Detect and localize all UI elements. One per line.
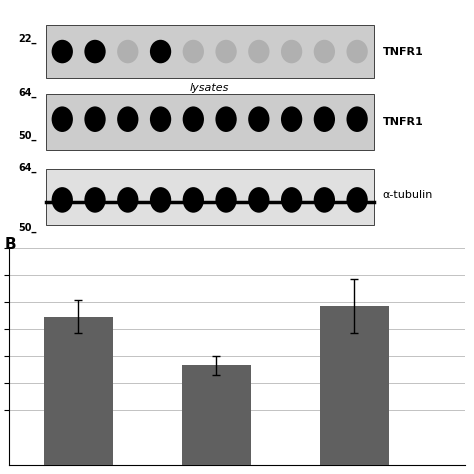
Ellipse shape [182, 106, 204, 132]
Ellipse shape [150, 40, 171, 64]
Ellipse shape [281, 106, 302, 132]
Ellipse shape [248, 187, 270, 213]
Ellipse shape [84, 106, 106, 132]
Ellipse shape [182, 40, 204, 64]
Ellipse shape [346, 106, 368, 132]
Text: 50_: 50_ [18, 131, 37, 141]
Text: α-tubulin: α-tubulin [383, 190, 433, 200]
Bar [46, 93, 374, 150]
Ellipse shape [215, 106, 237, 132]
Ellipse shape [346, 40, 368, 64]
Ellipse shape [182, 187, 204, 213]
Ellipse shape [150, 187, 171, 213]
Ellipse shape [215, 40, 237, 64]
Ellipse shape [248, 40, 270, 64]
Ellipse shape [314, 40, 335, 64]
Ellipse shape [117, 106, 138, 132]
Ellipse shape [150, 106, 171, 132]
Bar [182, 365, 251, 465]
Text: lysates: lysates [190, 83, 229, 93]
Ellipse shape [84, 40, 106, 64]
Ellipse shape [281, 187, 302, 213]
Ellipse shape [52, 106, 73, 132]
Ellipse shape [117, 40, 138, 64]
Ellipse shape [52, 40, 73, 64]
Ellipse shape [84, 187, 106, 213]
Bar [320, 306, 389, 465]
Text: 64_: 64_ [18, 87, 37, 98]
Text: 64_: 64_ [18, 163, 37, 173]
Ellipse shape [281, 40, 302, 64]
Bar [46, 169, 374, 226]
Ellipse shape [117, 187, 138, 213]
Ellipse shape [215, 187, 237, 213]
Text: 50_: 50_ [18, 223, 37, 233]
Ellipse shape [52, 187, 73, 213]
Bar [46, 26, 374, 78]
Text: TNFR1: TNFR1 [383, 117, 423, 127]
Ellipse shape [314, 106, 335, 132]
Ellipse shape [248, 106, 270, 132]
Text: 22_: 22_ [18, 34, 37, 44]
Bar [44, 317, 113, 465]
Text: TNFR1: TNFR1 [383, 46, 423, 56]
Ellipse shape [314, 187, 335, 213]
Ellipse shape [346, 187, 368, 213]
Text: B: B [5, 237, 17, 252]
